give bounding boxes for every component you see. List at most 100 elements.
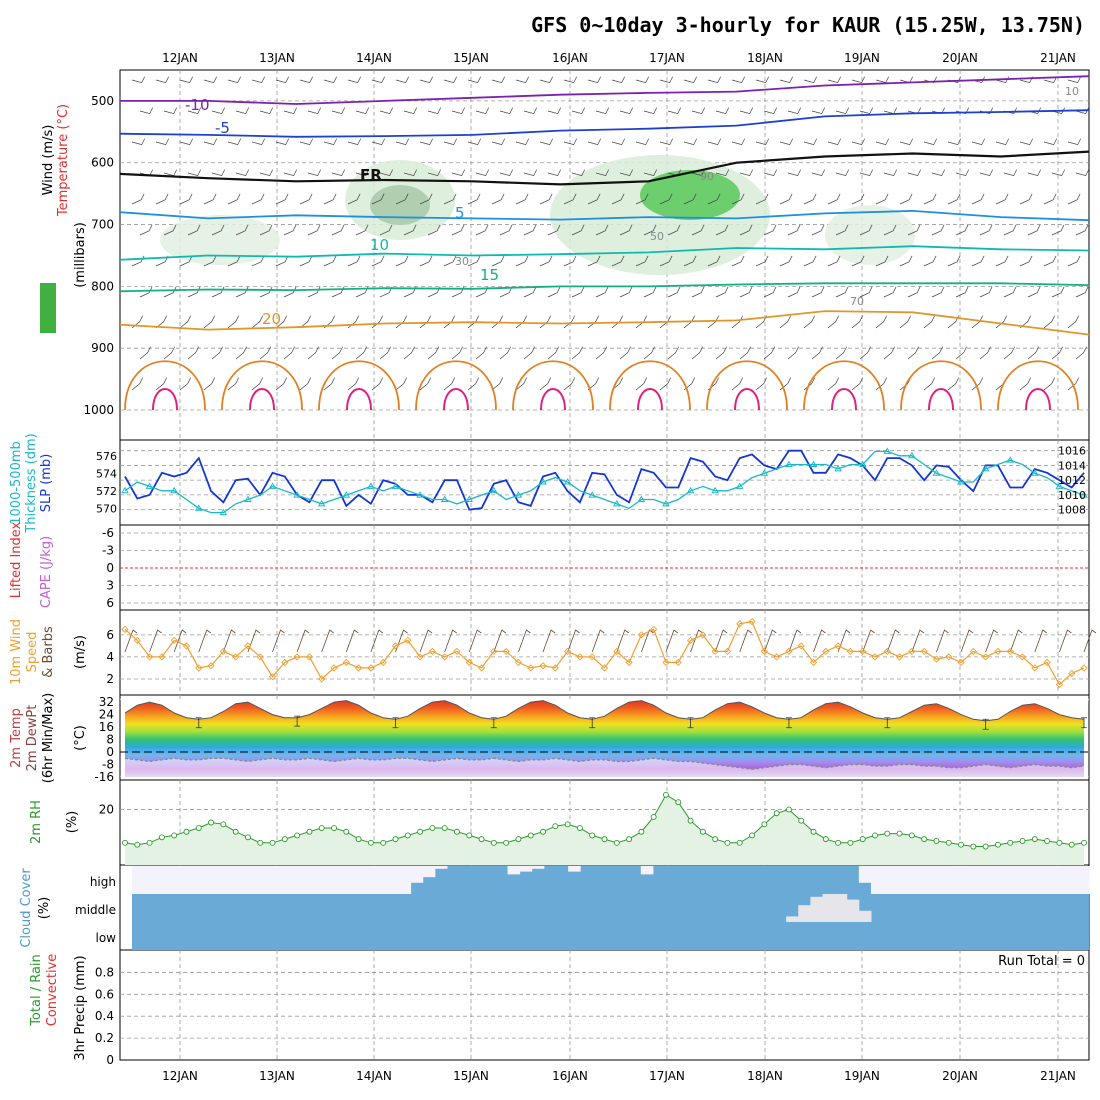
wind-barb <box>259 107 274 115</box>
wind-barb <box>227 255 241 267</box>
thickness-marker <box>539 478 547 485</box>
thickness-marker <box>686 486 695 494</box>
wind-barb <box>643 346 656 360</box>
isotherm-line <box>119 150 1090 186</box>
rh-marker <box>589 832 596 839</box>
slp-line <box>124 449 1085 511</box>
temperature-tick: -8 <box>102 758 114 772</box>
date-label-bottom: 15JAN <box>453 1069 489 1083</box>
wind-speed-marker <box>477 664 486 672</box>
wind-barb <box>275 138 290 146</box>
wind-speed-marker <box>281 658 289 667</box>
precip-axis-label: 3hr Precip (mm) <box>73 955 88 1060</box>
cloud-high-clear <box>374 866 387 894</box>
wind-barb <box>491 255 505 267</box>
precip-tick: 0.2 <box>95 1031 114 1045</box>
rh-contour-label: 50 <box>650 230 664 243</box>
wind-barb <box>203 315 216 329</box>
wind-speed-marker <box>539 662 547 670</box>
cloud-high-clear <box>895 866 908 894</box>
wind-barb <box>755 76 770 84</box>
wind-barb <box>875 377 888 391</box>
temperature-tick: 32 <box>99 695 114 709</box>
wind-speed-marker <box>785 647 793 656</box>
surface-wind-barb <box>665 629 679 653</box>
wind-barb <box>883 107 898 115</box>
wind-speed-marker <box>158 653 166 661</box>
wind-barb <box>163 169 178 177</box>
slp-tick: 1010 <box>1058 489 1086 502</box>
wind-barb <box>883 169 898 177</box>
wind-barb <box>659 138 674 146</box>
wind-barb <box>1043 255 1057 267</box>
wind-barb <box>899 255 913 267</box>
wind-speed-marker <box>576 653 584 661</box>
wind-barb <box>691 286 705 298</box>
cloud-high-clear <box>265 866 278 894</box>
wind-barb <box>731 193 745 205</box>
wind-barb <box>667 346 680 360</box>
cloud-high-clear <box>858 866 872 883</box>
wind-barb <box>883 346 896 360</box>
wind-barb <box>187 346 200 360</box>
rh-marker <box>294 832 301 839</box>
wind-speed-marker <box>699 631 707 639</box>
wind-barb <box>835 286 849 298</box>
rh-marker <box>515 836 522 843</box>
wind-barb <box>139 286 153 298</box>
wind-barb <box>587 315 600 329</box>
isotherm-label: 20 <box>262 310 281 328</box>
wind-barb <box>515 193 529 205</box>
wind-barb <box>523 169 538 177</box>
warm-contour <box>221 360 303 411</box>
cloud-middle-fill <box>858 910 872 922</box>
wind-barb <box>371 138 386 146</box>
wind-barb <box>755 193 769 205</box>
rh-marker <box>552 823 559 830</box>
rh-marker <box>576 825 583 831</box>
wind-speed-marker <box>772 653 781 661</box>
wind-barb <box>667 107 682 115</box>
surface-wind-barb <box>567 629 580 653</box>
wind-speed-marker <box>1080 664 1088 672</box>
wind-barb <box>355 346 368 360</box>
wind-barb <box>395 138 410 146</box>
rh-marker <box>712 836 719 843</box>
thickness-marker <box>981 465 990 472</box>
pressure-tick: 500 <box>91 94 114 108</box>
wind-barb <box>419 76 434 84</box>
wind-barb <box>251 377 264 391</box>
wind-barb <box>803 255 817 267</box>
slp-tick: 1008 <box>1058 504 1086 517</box>
isotherm-line <box>119 282 1090 293</box>
cloud-high-clear <box>1064 866 1078 894</box>
thickness-marker <box>490 486 498 494</box>
wind-barb <box>995 315 1008 329</box>
wind-barb <box>155 76 170 84</box>
wind-speed-marker <box>527 664 535 672</box>
wind-barb <box>803 315 816 329</box>
rh-marker <box>158 834 165 841</box>
wind-barb <box>691 346 704 360</box>
wind-barb <box>563 138 578 146</box>
wind-barb <box>907 169 922 177</box>
cloud-high-clear <box>301 866 315 894</box>
wind-barb <box>875 255 889 267</box>
rh-axis-label: 2m RH <box>29 800 44 844</box>
wind-barb <box>187 286 201 298</box>
rh-axis-label: (%) <box>65 811 80 834</box>
wind-barb <box>827 377 840 391</box>
isotherm-label: 15 <box>480 266 499 284</box>
wind-barb <box>755 377 768 391</box>
wind-barb <box>499 286 513 298</box>
wind-barb <box>203 255 217 267</box>
rh-marker <box>355 836 362 843</box>
rh-marker <box>257 839 264 846</box>
wind-barb <box>835 224 849 236</box>
cloud-level-label: middle <box>75 903 116 917</box>
rh-marker <box>343 828 350 835</box>
rh-contour-label: 10 <box>1065 85 1079 98</box>
slp-tick: 1016 <box>1058 445 1086 458</box>
wind-barb <box>211 346 224 360</box>
wind-barb <box>1043 193 1057 205</box>
